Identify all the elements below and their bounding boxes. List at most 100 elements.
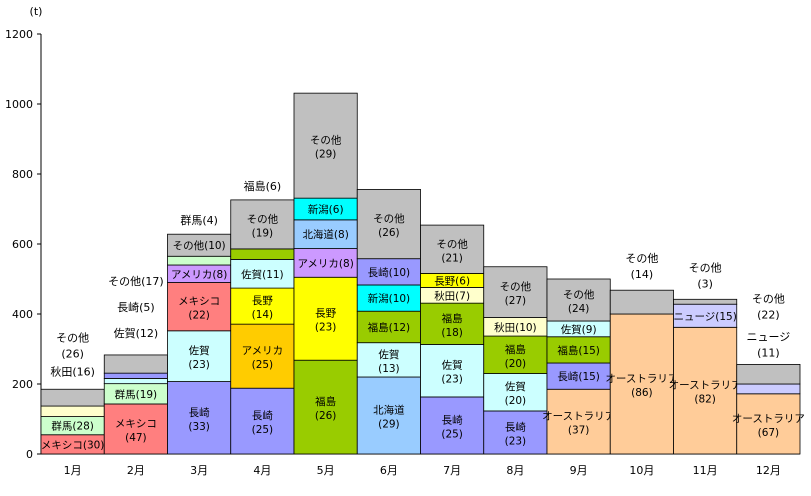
- segment-label: メキシコ: [178, 296, 220, 308]
- bar-segment: [167, 381, 232, 455]
- segment-value-label: (25): [441, 428, 463, 440]
- outside-annotation: 群馬(4): [180, 213, 218, 227]
- segment-label: オーストラリア: [542, 411, 615, 423]
- segment-label: 佐賀(9): [561, 323, 597, 336]
- outside-annotation: その他: [625, 252, 658, 265]
- segment-label: 長野(6): [434, 275, 470, 287]
- bar-segment: [546, 278, 611, 322]
- bar-segment: [103, 377, 168, 385]
- bar-segment: [356, 342, 421, 378]
- bar-segment: [230, 248, 295, 260]
- outside-annotation: ニュージ: [746, 330, 790, 343]
- outside-annotation: (3): [697, 277, 713, 290]
- month-label: 6月: [380, 464, 398, 477]
- segment-value-label: (21): [441, 252, 463, 264]
- month-label: 1月: [64, 464, 82, 477]
- segment-label: 佐賀: [505, 380, 526, 393]
- month-label: 9月: [570, 464, 588, 477]
- segment-label: オーストラリア: [605, 373, 678, 385]
- outside-annotation: (11): [757, 346, 780, 359]
- x-axis-labels: 1月 2月 3月 4月 5月 6月 7月 8月 9月 10月 11月 12月: [64, 464, 781, 477]
- segment-label: 長崎: [505, 420, 526, 433]
- bar-segment: [483, 373, 548, 412]
- segment-label: 秋田(7): [434, 289, 470, 302]
- segment-label: その他: [436, 237, 468, 250]
- outside-annotation: 秋田(16): [50, 364, 95, 378]
- month-label: 10月: [629, 464, 654, 477]
- segment-label: その他: [563, 288, 595, 301]
- segment-label: 佐賀: [189, 344, 210, 357]
- bar-segment: [736, 393, 801, 455]
- segment-label: メキシコ(30): [41, 439, 105, 451]
- bar-segment: [103, 354, 168, 374]
- segment-label: ニュージ(15): [673, 311, 736, 323]
- segment-label: その他: [310, 134, 342, 147]
- bar-segment: [420, 396, 485, 455]
- segment-label: 長野: [315, 308, 336, 320]
- segment-value-label: (23): [441, 374, 463, 386]
- bar-segment: [420, 344, 485, 398]
- segment-label: その他(10): [173, 239, 226, 252]
- segment-label: 群馬(19): [115, 388, 158, 401]
- segment-value-label: (26): [378, 227, 400, 239]
- bar-segment: [546, 388, 611, 455]
- y-tick-label: 0: [26, 448, 33, 461]
- segment-value-label: (23): [505, 435, 527, 447]
- segment-label: オーストラリア: [732, 413, 805, 425]
- segment-value-label: (67): [758, 427, 780, 439]
- outside-annotation: その他: [689, 261, 722, 274]
- bar-segment: [673, 298, 738, 305]
- segment-value-label: (82): [694, 394, 716, 406]
- bar-segment: [546, 362, 611, 390]
- segment-value-label: (25): [252, 359, 274, 371]
- segment-value-label: (24): [568, 303, 590, 315]
- segment-label: オーストラリア: [669, 380, 742, 392]
- bar-segment: [103, 372, 168, 379]
- month-label: 8月: [506, 464, 524, 477]
- segment-label: 福島(12): [368, 321, 411, 334]
- segment-label: アメリカ: [242, 345, 283, 357]
- segment-value-label: (18): [441, 327, 463, 339]
- bar-segment: [293, 359, 358, 455]
- segment-value-label: (20): [505, 395, 527, 407]
- month-label: 7月: [443, 464, 461, 477]
- outside-annotation: 福島(6): [244, 179, 282, 193]
- segment-label: 佐賀: [378, 348, 399, 361]
- outside-annotation: その他: [56, 331, 89, 344]
- bar-segment: [483, 335, 548, 374]
- bar-segment: [420, 224, 485, 274]
- bar-segment: [230, 287, 295, 325]
- segment-value-label: (13): [378, 363, 400, 375]
- bar-segment: [230, 387, 295, 455]
- y-tick-label: 800: [12, 168, 33, 181]
- bar-segment: [736, 363, 801, 385]
- segment-value-label: (33): [188, 421, 210, 433]
- segment-label: アメリカ(8): [297, 258, 353, 270]
- y-tick-label: 400: [12, 308, 33, 321]
- segment-label: 長崎: [252, 409, 273, 422]
- segment-label: 長崎: [442, 413, 463, 426]
- segment-label: 長崎: [189, 406, 210, 419]
- segment-label: アメリカ(8): [171, 269, 227, 281]
- segment-label: 福島: [505, 343, 526, 356]
- bar-segment: [483, 266, 548, 318]
- segment-value-label: (19): [252, 227, 274, 239]
- segment-label: 長崎(10): [368, 266, 411, 279]
- segment-label: 北海道: [373, 404, 405, 417]
- segment-label: その他: [373, 212, 405, 225]
- y-tick-label: 600: [12, 238, 33, 251]
- segment-value-label: (22): [188, 310, 210, 322]
- segment-label: 福島: [315, 395, 336, 408]
- y-tick-label: 1200: [5, 28, 33, 41]
- bar-segment: [40, 405, 105, 417]
- bar-segment: [293, 219, 358, 249]
- segment-label: 長崎(15): [557, 370, 600, 383]
- segment-value-label: (20): [505, 358, 527, 370]
- outside-annotation: その他: [752, 292, 785, 305]
- month-label: 5月: [317, 464, 335, 477]
- segment-label: メキシコ: [115, 418, 157, 430]
- segment-label: 新潟(10): [368, 292, 411, 305]
- month-label: 12月: [756, 464, 781, 477]
- y-tick-label: 200: [12, 378, 33, 391]
